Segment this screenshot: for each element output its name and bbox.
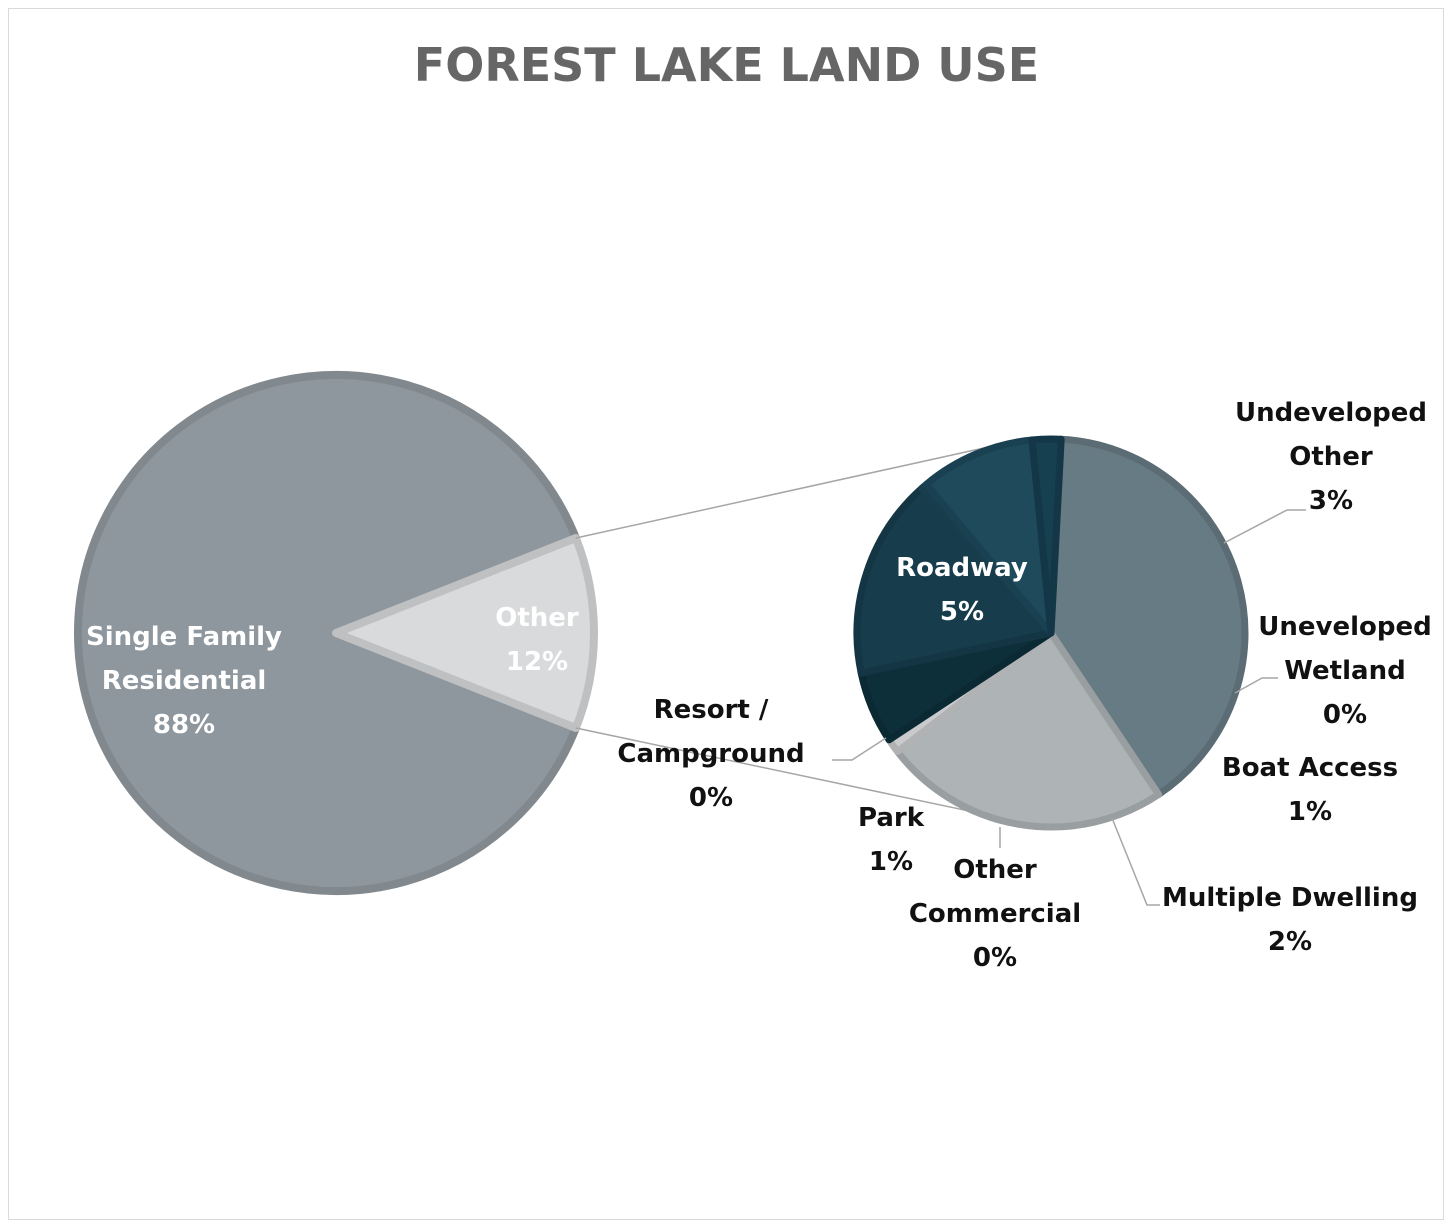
label-multiple-dwelling: Multiple Dwelling 2% — [1162, 883, 1418, 957]
leader-undeveloped-other — [1223, 509, 1306, 544]
label-single-family-residential: Single Family Residential 88% — [86, 622, 282, 740]
slice-other — [332, 534, 598, 732]
slice-single-family-residential — [74, 371, 580, 895]
label-boat-access: Boat Access 1% — [1222, 753, 1398, 827]
leader-resort-campground — [832, 737, 887, 761]
connector-bottom — [575, 727, 1022, 823]
slice-undeveloped-other — [894, 629, 1163, 831]
leader-multiple-dwelling — [1111, 817, 1160, 906]
leader-uneveloped-wetland — [1234, 677, 1278, 694]
label-roadway: Roadway 5% — [896, 553, 1028, 627]
label-resort-campground: Resort / Campground 0% — [617, 695, 804, 813]
slice-multiple-dwelling — [853, 484, 1055, 677]
label-park: Park 1% — [858, 803, 925, 877]
slice-park — [922, 436, 1055, 637]
connector-lines — [575, 441, 1022, 823]
slice-resort-campground — [1028, 435, 1065, 637]
secondary-pie — [853, 435, 1249, 831]
chart-title: FOREST LAKE LAND USE — [413, 38, 1040, 92]
label-uneveloped-wetland: Uneveloped Wetland 0% — [1258, 612, 1431, 730]
leader-lines — [832, 509, 1306, 906]
main-pie — [74, 371, 598, 895]
label-undeveloped-other: Undeveloped Other 3% — [1235, 398, 1427, 516]
data-labels: Single Family Residential 88% Other 12% Roadw… — [86, 398, 1432, 973]
label-other-commercial: Other Commercial 0% — [909, 855, 1081, 973]
connector-top — [575, 441, 1012, 539]
label-other: Other 12% — [495, 603, 579, 677]
